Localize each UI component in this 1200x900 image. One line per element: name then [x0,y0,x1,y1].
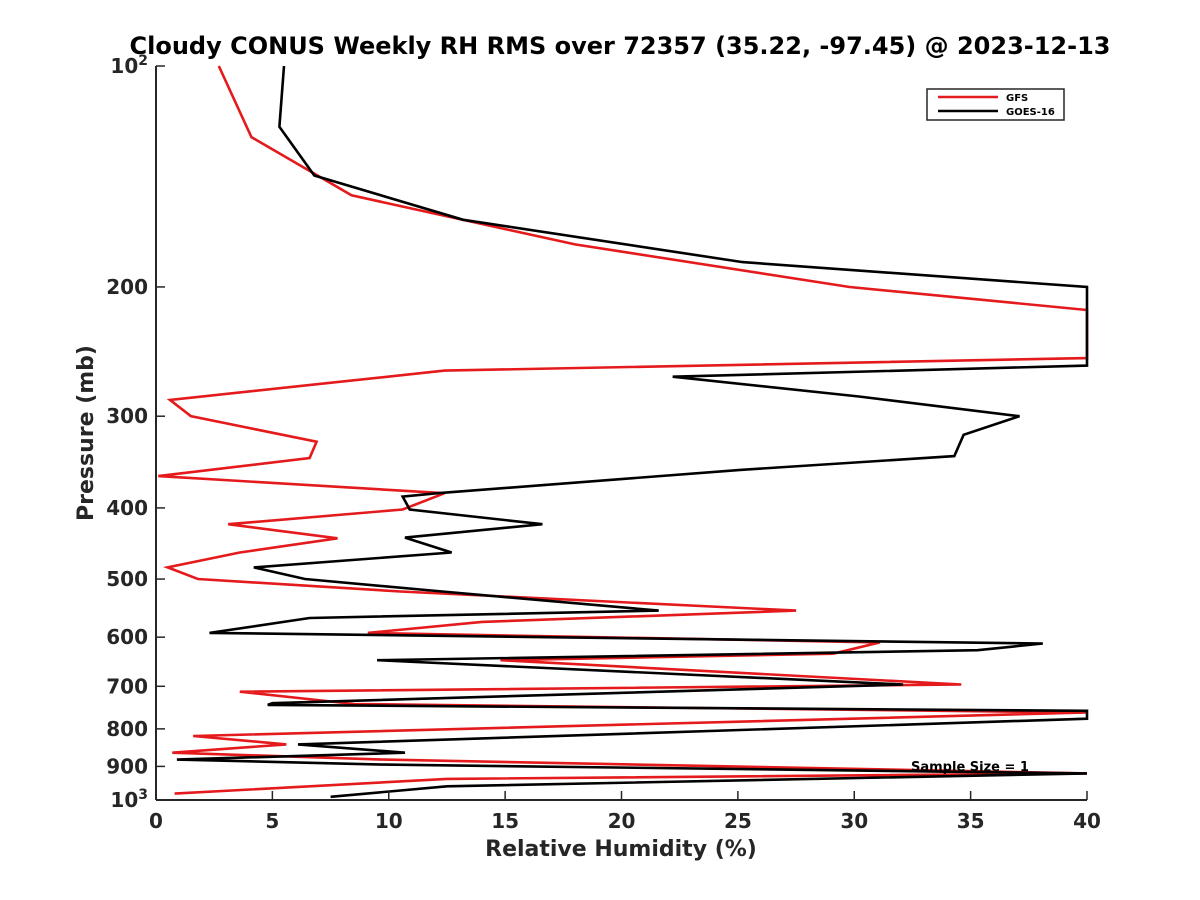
y-axis-ticks: 102 200 300 400 500 600 700 800 900 103 [106,53,165,812]
x-tick-label: 10 [375,809,403,833]
y-tick-label: 500 [106,567,148,591]
x-tick-label: 25 [724,809,752,833]
legend-label-gfs: GFS [1006,93,1028,104]
series-layer [158,65,1089,799]
y-tick-label: 600 [106,625,148,649]
y-tick-label: 200 [106,275,148,299]
x-tick-label: 35 [957,809,985,833]
x-tick-label: 5 [265,809,279,833]
y-tick-label: 700 [106,674,148,698]
y-tick-label: 800 [106,717,148,741]
x-axis-label: Relative Humidity (%) [485,837,757,862]
x-axis-ticks: 0 5 10 15 20 25 30 35 40 [149,791,1101,833]
series-line-gfs [158,65,1089,795]
sample-size-annotation: Sample Size = 1 [911,760,1029,775]
y-axis-label: Pressure (mb) [74,345,99,521]
legend-label-goes16: GOES-16 [1006,107,1055,118]
y-tick-label: 900 [106,754,148,778]
x-tick-label: 30 [840,809,868,833]
legend-box [926,88,1065,121]
y-tick-label: 103 [110,787,148,812]
x-tick-label: 0 [149,809,163,833]
y-tick-label: 300 [106,404,148,428]
y-tick-label: 400 [106,496,148,520]
legend: GFS GOES-16 [926,88,1065,121]
series-line-goes16 [176,65,1089,799]
y-tick-label: 102 [110,53,148,78]
x-tick-label: 15 [491,809,519,833]
x-tick-label: 20 [608,809,636,833]
x-tick-label: 40 [1073,809,1101,833]
chart-title: Cloudy CONUS Weekly RH RMS over 72357 (3… [130,32,1111,60]
